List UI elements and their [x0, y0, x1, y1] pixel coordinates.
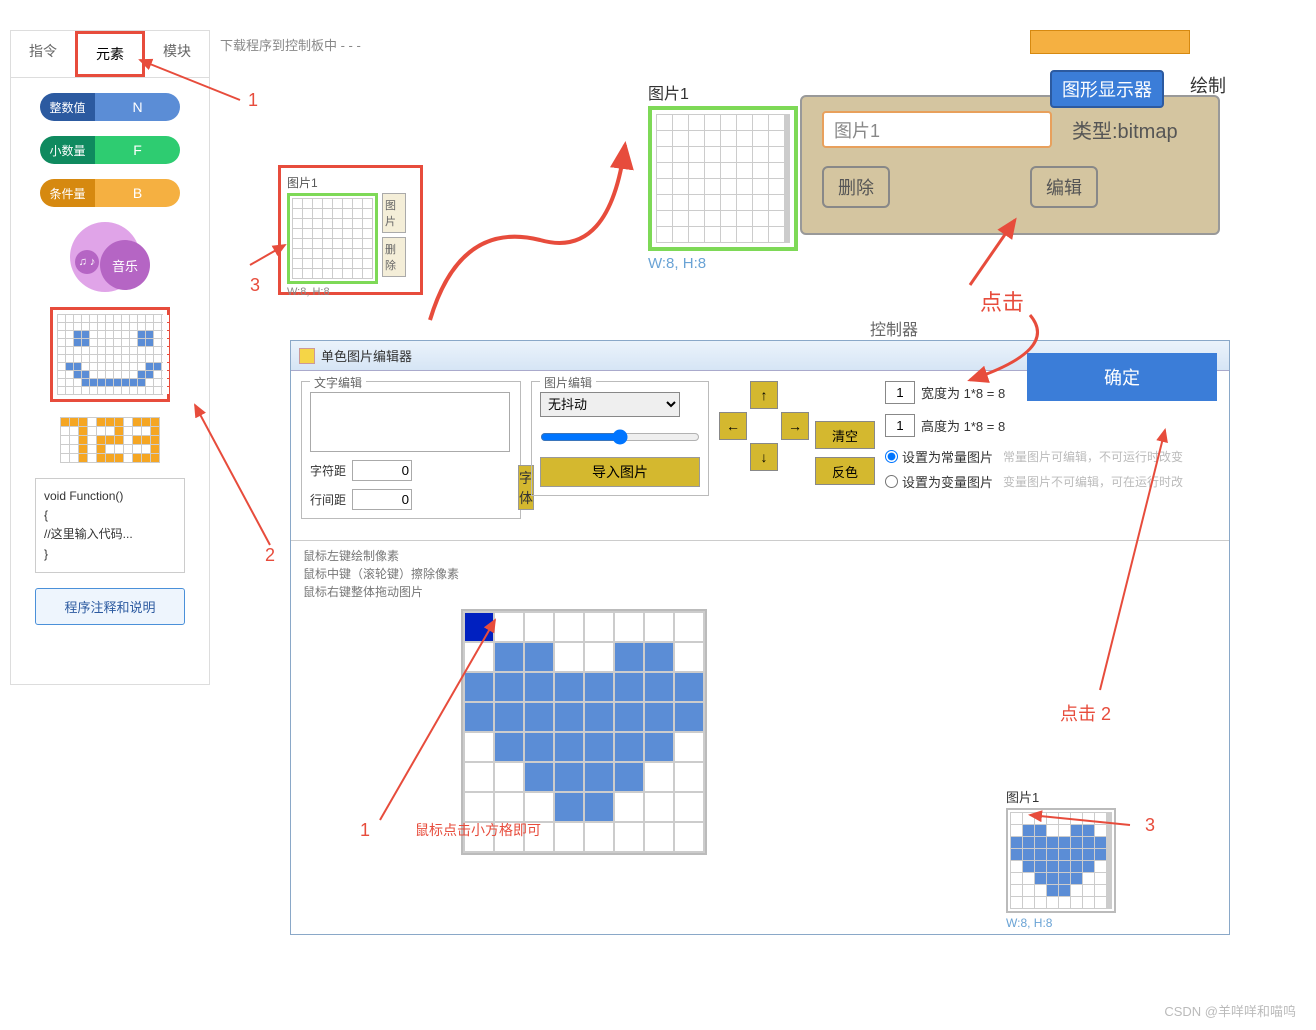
- anno-1: 1: [248, 90, 258, 111]
- import-image-button[interactable]: 导入图片: [540, 457, 700, 487]
- dither-select[interactable]: 无抖动: [540, 392, 680, 417]
- char-gap-input[interactable]: [352, 460, 412, 481]
- smile-bitmap-block[interactable]: [50, 307, 170, 402]
- property-panel: 类型:bitmap 删除 编辑: [800, 95, 1220, 235]
- watermark: CSDN @羊咩咩和喵呜: [1164, 1001, 1296, 1020]
- explain-button[interactable]: 程序注释和说明: [35, 588, 185, 625]
- int-label: 整数值: [40, 93, 95, 121]
- text-edit-group: 文字编辑 字符距 行间距 字体: [301, 381, 521, 519]
- ok-button[interactable]: 确定: [1027, 353, 1217, 401]
- arrow-up-button[interactable]: ↑: [750, 381, 778, 409]
- image-name-input[interactable]: [822, 111, 1052, 148]
- music-block[interactable]: ♫ ♪ 音乐: [60, 222, 160, 292]
- window-icon: [299, 348, 315, 364]
- mini-btn-delete[interactable]: 删除: [382, 237, 406, 277]
- int-pill[interactable]: 整数值 N: [40, 93, 180, 121]
- controller-label: 控制器: [870, 316, 918, 340]
- preview-grid[interactable]: [648, 106, 798, 251]
- tab-module[interactable]: 模块: [145, 31, 209, 77]
- arrow-left-button[interactable]: ←: [719, 412, 747, 440]
- pixel-canvas[interactable]: [461, 609, 707, 855]
- music-note-icon: ♫ ♪: [75, 250, 99, 274]
- cond-var: B: [95, 179, 180, 207]
- mini-btn-image[interactable]: 图片: [382, 193, 406, 233]
- anno-click: 点击: [980, 285, 1024, 317]
- orange-bar-icon: [1030, 30, 1190, 54]
- display-button[interactable]: 图形显示器: [1050, 70, 1164, 108]
- download-status: 下载程序到控制板中 - - -: [220, 35, 361, 54]
- width-input[interactable]: [885, 381, 915, 404]
- float-pill[interactable]: 小数量 F: [40, 136, 180, 164]
- float-label: 小数量: [40, 136, 95, 164]
- draw-label: 绘制: [1190, 72, 1226, 98]
- arrow-right-button[interactable]: →: [781, 412, 809, 440]
- mini-dimensions: W:8, H:8: [287, 286, 414, 298]
- arrow-pad: ↑ ↓ ← →: [719, 381, 809, 471]
- editor-hints: 鼠标左键绘制像素 鼠标中键（滚轮键）擦除像素 鼠标右键整体拖动图片: [291, 541, 1229, 603]
- preview-title: 图片1: [648, 80, 798, 104]
- anno-3: 3: [250, 275, 260, 296]
- mini-grid[interactable]: [287, 193, 378, 284]
- invert-button[interactable]: 反色: [815, 457, 875, 485]
- digits-bitmap-block[interactable]: [60, 417, 160, 463]
- music-label: 音乐: [100, 240, 150, 290]
- threshold-slider[interactable]: [540, 429, 700, 445]
- result-thumbnail: 图片1 W:8, H:8: [1006, 787, 1116, 930]
- mini-title: 图片1: [287, 174, 414, 191]
- cond-label: 条件量: [40, 179, 95, 207]
- tab-command[interactable]: 指令: [11, 31, 75, 77]
- type-label: 类型:bitmap: [1072, 115, 1178, 144]
- delete-button[interactable]: 删除: [822, 166, 890, 208]
- image-edit-group: 图片编辑 无抖动 导入图片: [531, 381, 709, 496]
- code-block[interactable]: void Function() { //这里输入代码... }: [35, 478, 185, 573]
- preview-panel: 图片1 W:8, H:8: [648, 80, 798, 272]
- cond-pill[interactable]: 条件量 B: [40, 179, 180, 207]
- tab-element[interactable]: 元素: [75, 31, 145, 77]
- sidebar: 指令 元素 模块 整数值 N 小数量 F 条件量 B ♫ ♪ 音乐 void F…: [10, 30, 210, 685]
- clear-button[interactable]: 清空: [815, 421, 875, 449]
- line-gap-input[interactable]: [352, 489, 412, 510]
- int-var: N: [95, 93, 180, 121]
- var-image-radio[interactable]: [885, 475, 898, 488]
- preview-dimensions: W:8, H:8: [648, 255, 798, 272]
- edit-button[interactable]: 编辑: [1030, 166, 1098, 208]
- anno-2: 2: [265, 545, 275, 566]
- height-input[interactable]: [885, 414, 915, 437]
- arrow-down-button[interactable]: ↓: [750, 443, 778, 471]
- image-mini-panel: 图片1 图片 删除 W:8, H:8: [278, 165, 423, 295]
- sidebar-tabs: 指令 元素 模块: [11, 31, 209, 78]
- const-image-radio[interactable]: [885, 450, 898, 463]
- float-var: F: [95, 136, 180, 164]
- text-input[interactable]: [310, 392, 510, 452]
